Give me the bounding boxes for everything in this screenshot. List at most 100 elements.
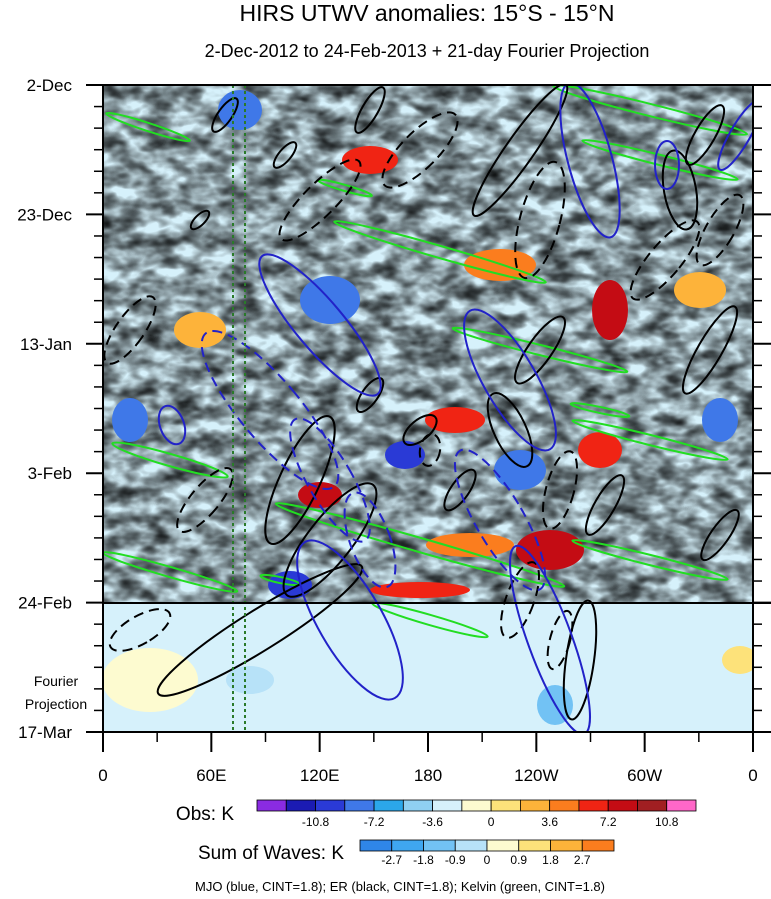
cold-patch (494, 450, 546, 490)
er-contour (681, 305, 739, 395)
obs-colorbar-swatch (637, 799, 668, 812)
kelvin-contour (571, 419, 729, 461)
er-negative-contour (546, 609, 574, 671)
obs-colorbar-swatch (256, 799, 287, 812)
er-negative-contour (695, 193, 745, 267)
er-negative-contour (418, 433, 442, 467)
cold-patch (702, 398, 738, 442)
er-contour (562, 599, 598, 721)
er-negative-contour (541, 450, 579, 530)
obs-colorbar-label-tick: -10.8 (302, 815, 330, 829)
warm-patch (174, 312, 226, 348)
warm-patch (578, 432, 622, 468)
x-tick-label: 60E (196, 766, 226, 785)
er-contour (354, 86, 386, 134)
waves-colorbar-label: Sum of Waves: K (198, 843, 344, 864)
waves-colorbar-label-tick: 0 (484, 853, 491, 867)
obs-colorbar-swatch (432, 799, 463, 812)
obs-colorbar-swatch (549, 799, 580, 812)
er-contour (355, 376, 385, 414)
waves-colorbar-label-tick: -1.8 (413, 853, 434, 867)
x-axis: 0 60E 120E 180 120W 60W 0 (98, 732, 758, 785)
waves-colorbar-swatch (391, 839, 424, 852)
mjo-contours (157, 85, 753, 732)
waves-colorbar-swatch (359, 839, 393, 852)
er-contour (700, 508, 740, 562)
waves-colorbar-swatch (423, 839, 456, 852)
y-tick-label: 3-Feb (28, 464, 72, 483)
y-tick-label: 23-Dec (17, 205, 72, 224)
projection-warm-patch (103, 648, 198, 712)
kelvin-contour (581, 139, 739, 181)
mjo-contour (654, 140, 680, 190)
obs-colorbar-label-tick: 0 (488, 815, 495, 829)
x-tick-label: 60W (627, 766, 662, 785)
er-contour (486, 392, 534, 468)
er-negative-contour (103, 295, 157, 365)
obs-colorbar-label-tick: 7.2 (600, 815, 617, 829)
er-negative-contour (629, 219, 701, 301)
waves-colorbar-swatch (486, 839, 520, 852)
er-contour (272, 141, 298, 169)
waves-colorbar-label-tick: -0.9 (445, 853, 466, 867)
er-contour (264, 414, 336, 546)
x-tick-label: 120W (514, 766, 558, 785)
er-contour (471, 85, 569, 218)
mjo-dashed-contours (200, 330, 547, 592)
waves-colorbar-label-tick: -2.7 (381, 853, 402, 867)
er-contour (661, 149, 699, 231)
waves-colorbar-swatch (581, 839, 615, 852)
contour-footnote: MJO (blue, CINT=1.8); ER (black, CINT=1.… (195, 879, 605, 894)
cold-patch (112, 398, 148, 442)
obs-colorbar-swatch (520, 799, 551, 812)
projection-label-line2: Projection (25, 696, 87, 712)
obs-colorbar-label-tick: 3.6 (541, 815, 558, 829)
er-contour (443, 468, 477, 512)
cold-patch (385, 441, 425, 469)
x-tick-label: 0 (98, 766, 107, 785)
er-contour (156, 563, 364, 697)
y-axis: 2-Dec 23-Dec 13-Jan 3-Feb 24-Feb 17-Mar (17, 76, 771, 742)
y-tick-label: 17-Mar (18, 723, 72, 742)
mjo-negative-contour (453, 448, 547, 592)
er-contour (282, 482, 378, 598)
obs-colorbar: -10.8 -7.2 -3.6 0 3.6 7.2 10.8 (256, 799, 697, 829)
obs-colorbar-swatch (285, 799, 316, 812)
strong-anomaly-patches (103, 90, 753, 725)
warm-patch (592, 280, 628, 340)
waves-colorbar-swatch (550, 839, 583, 852)
er-negative-contour (381, 111, 459, 189)
mjo-contour (509, 544, 591, 732)
mjo-contour (559, 85, 621, 239)
kelvin-contour (451, 326, 629, 374)
waves-colorbar-label-tick: 1.8 (542, 853, 559, 867)
er-contour (189, 209, 211, 231)
kelvin-contour (569, 402, 631, 418)
obs-colorbar-swatch (402, 799, 434, 812)
waves-colorbar-swatch (518, 839, 551, 852)
er-contour (584, 474, 626, 536)
warm-patch (674, 272, 726, 308)
chart-subtitle: 2-Dec-2012 to 24-Feb-2013 + 21-day Fouri… (205, 41, 650, 61)
warm-patch (516, 530, 584, 570)
kelvin-contour (105, 111, 191, 143)
x-tick-label: 180 (414, 766, 442, 785)
obs-colorbar-swatch (461, 799, 492, 812)
er-negative-contour (500, 561, 540, 639)
obs-colorbar-swatch (344, 799, 375, 812)
obs-colorbar-swatch (315, 799, 346, 812)
er-contour (402, 414, 438, 446)
obs-colorbar-label-tick: -3.6 (422, 815, 443, 829)
y-tick-label: 13-Jan (20, 335, 72, 354)
y-tick-label: 24-Feb (18, 594, 72, 613)
kelvin-contour (103, 551, 239, 593)
mjo-contour (258, 253, 382, 397)
kelvin-contour (111, 441, 229, 479)
waves-colorbar-label-tick: 2.7 (574, 853, 591, 867)
obs-colorbar-label-tick: -7.2 (364, 815, 385, 829)
projection-cold-patch (226, 666, 274, 694)
kelvin-contour (571, 539, 729, 581)
projection-label-line1: Fourier (34, 673, 79, 689)
mjo-contour (463, 308, 557, 452)
er-negative-contour (108, 608, 172, 652)
